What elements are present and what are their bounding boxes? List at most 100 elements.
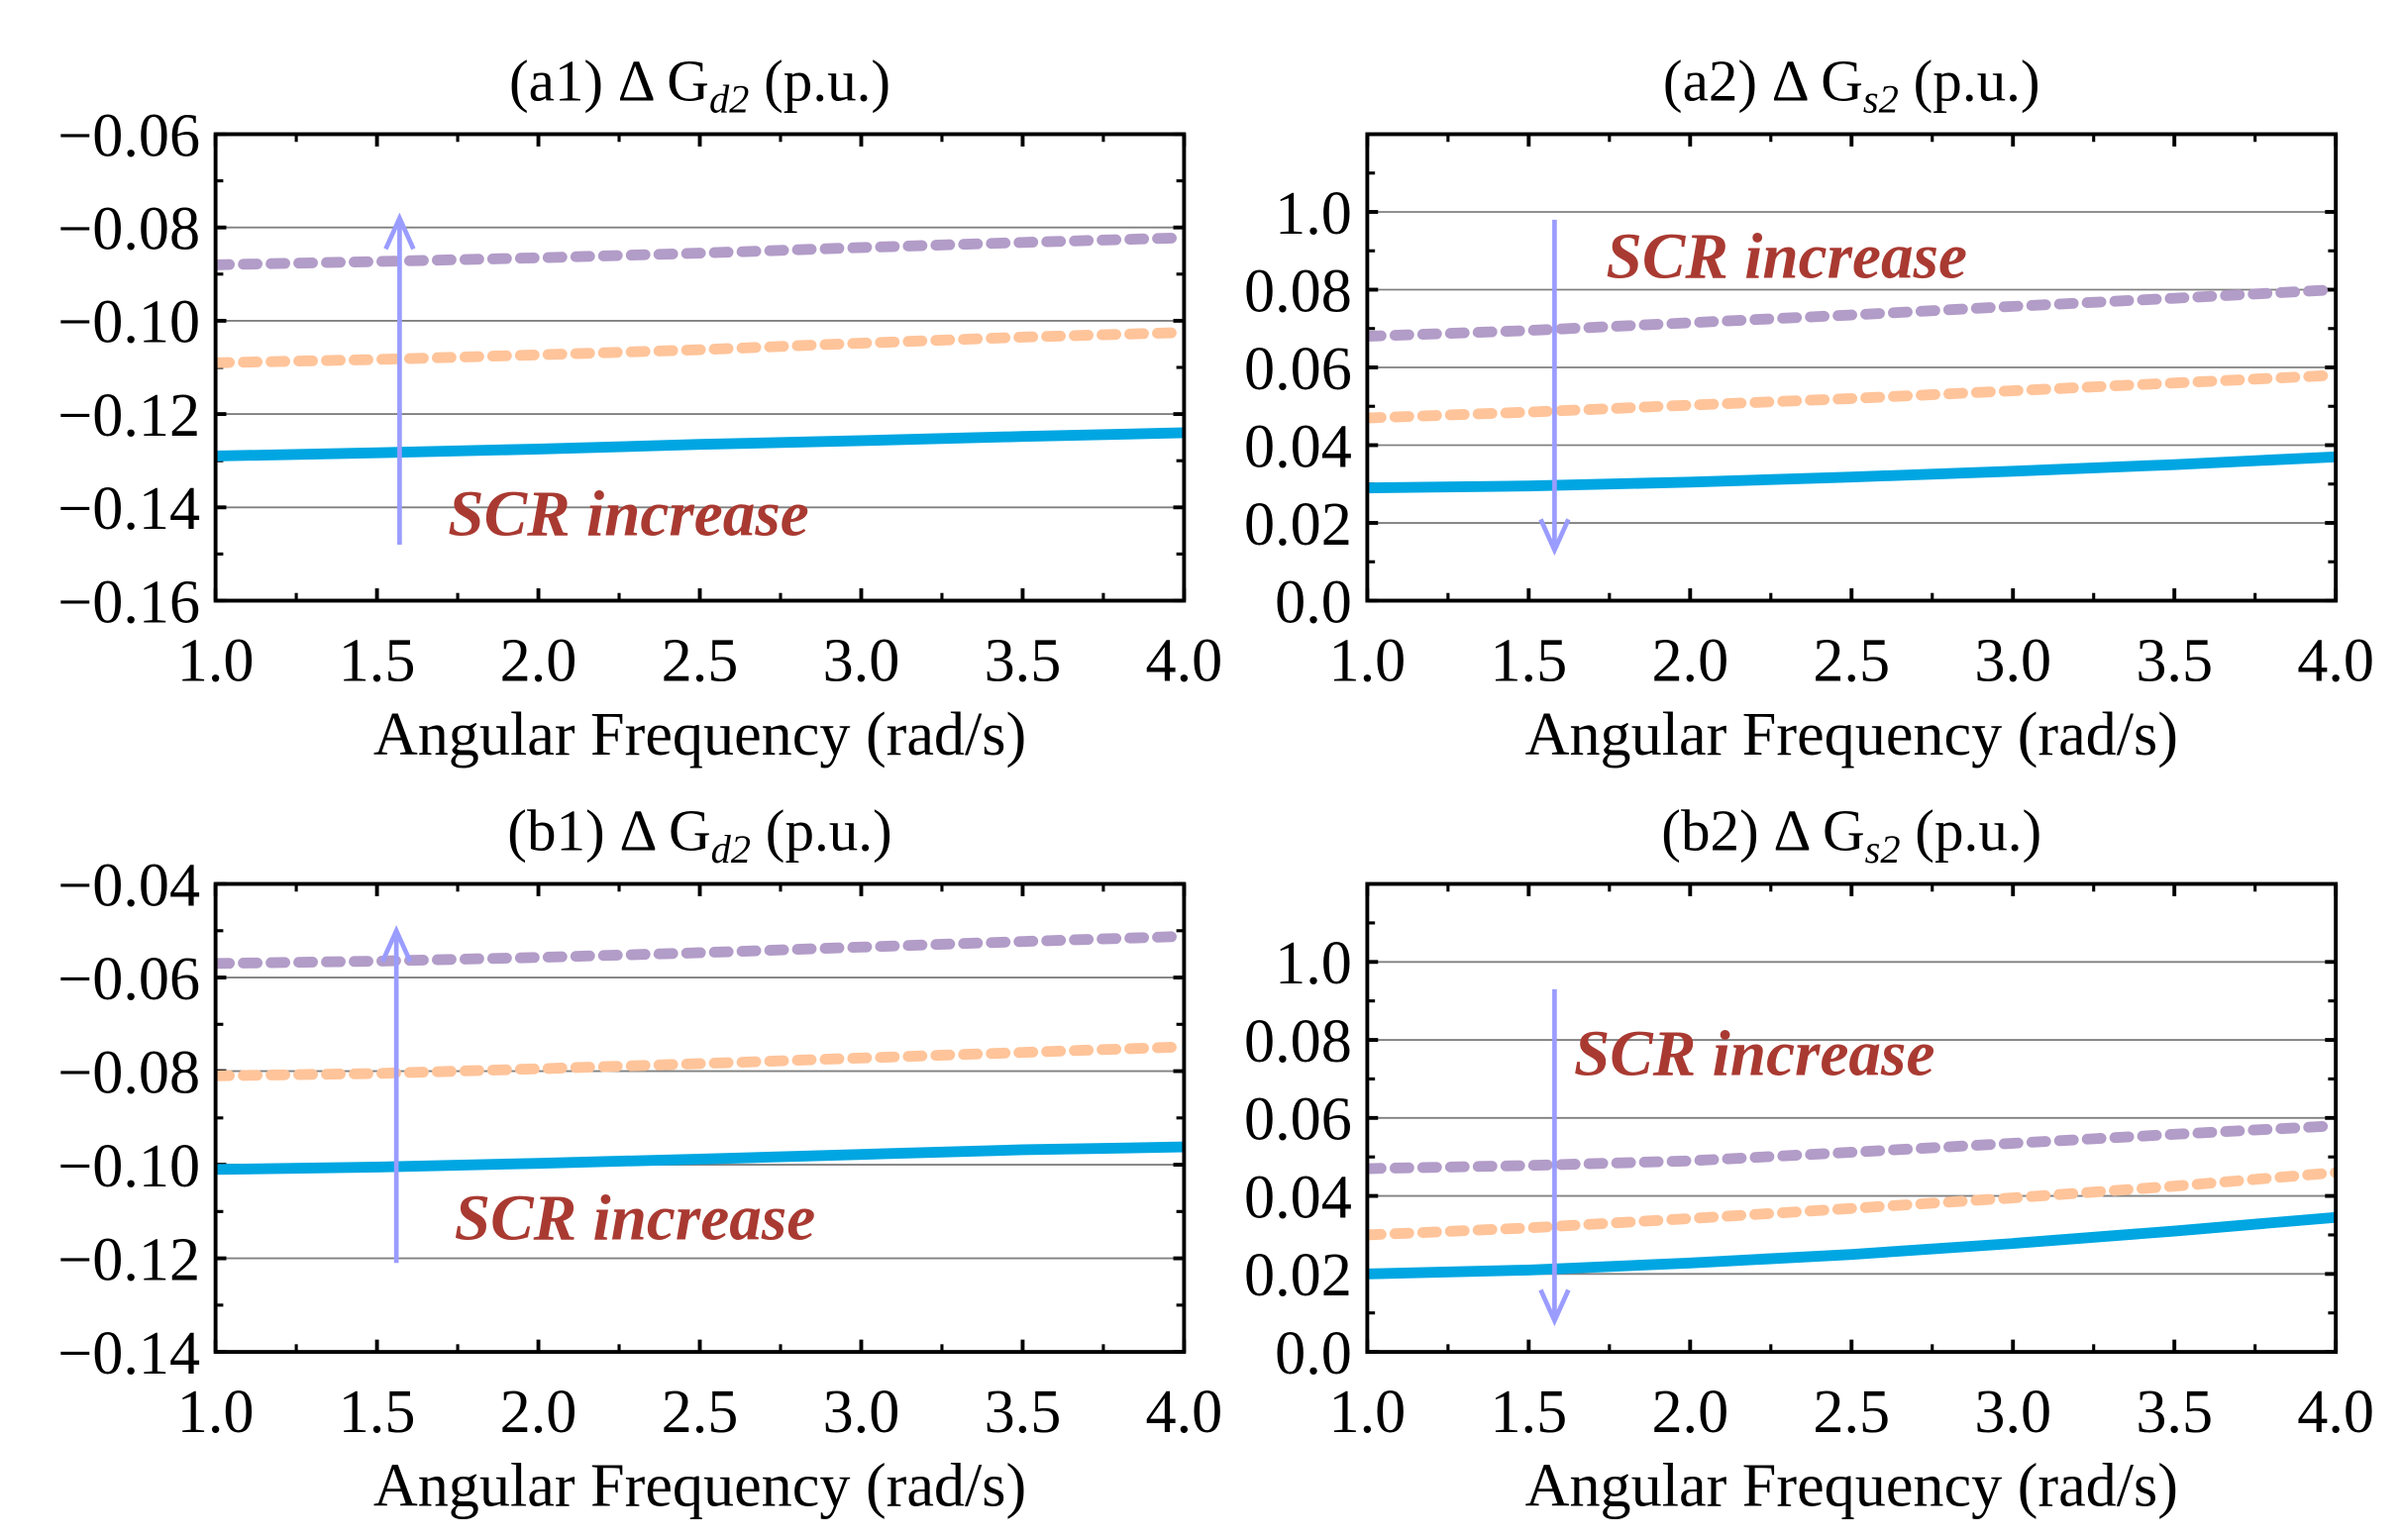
scr-arrow-head-icon — [383, 212, 416, 251]
series-line-purple — [1367, 1120, 2337, 1175]
panel-title: (a2) Δ Gs2 (p.u.) — [1663, 48, 2040, 121]
x-tick-label: 1.5 — [1490, 1379, 1567, 1446]
y-tick-label: 1.0 — [1275, 930, 1352, 997]
series-line-solid — [1367, 451, 2337, 494]
series-group — [1367, 1120, 2337, 1280]
y-tick-label: −0.06 — [57, 102, 200, 169]
x-tick-label: 3.0 — [823, 627, 900, 694]
x-tick-label: 1.0 — [177, 1379, 255, 1446]
series-line-solid — [215, 1141, 1185, 1176]
x-axis-label: Angular Frequency (rad/s) — [373, 701, 1026, 769]
y-tick-label: −0.04 — [57, 852, 200, 919]
title-label: (b1) — [507, 797, 619, 863]
panel-title: (b1) Δ Gd2 (p.u.) — [507, 797, 891, 871]
panel-title: (b2) Δ Gs2 (p.u.) — [1661, 797, 2041, 871]
x-tick-label: 2.0 — [500, 1379, 577, 1446]
y-tick-label: −0.14 — [57, 475, 200, 543]
plot-frame — [1365, 881, 2339, 1355]
series-line-solid — [1367, 1211, 2337, 1280]
series-line-orange — [215, 1041, 1185, 1081]
title-unit: (p.u.) — [1901, 797, 2042, 863]
series-line-purple — [1367, 284, 2337, 343]
y-tick-label: 1.0 — [1275, 180, 1352, 248]
plot-frame — [1365, 132, 2339, 603]
y-tick-label: 0.08 — [1244, 257, 1352, 325]
series-group — [1367, 284, 2337, 494]
y-tick-label: −0.14 — [57, 1320, 200, 1387]
title-unit: (p.u.) — [751, 797, 892, 863]
x-tick-label: 1.5 — [339, 627, 416, 694]
title-label: (b2) — [1661, 797, 1773, 863]
x-axis-label: Angular Frequency (rad/s) — [373, 1453, 1026, 1520]
x-tick-label: 1.5 — [339, 1379, 416, 1446]
y-tick-label: −0.08 — [57, 195, 200, 262]
plot-frame — [213, 881, 1187, 1355]
panel-title: (a1) Δ Gd2 (p.u.) — [509, 48, 890, 121]
scr-arrow-head-icon — [1538, 518, 1571, 557]
x-tick-label: 3.5 — [2136, 627, 2213, 694]
y-tick-label: 0.08 — [1244, 1008, 1352, 1076]
title-symbol: Δ G — [1772, 48, 1863, 113]
scr-annotation: SCR increase — [448, 479, 808, 551]
x-tick-label: 2.5 — [1813, 627, 1890, 694]
y-tick-label: 0.02 — [1244, 491, 1352, 559]
x-tick-label: 3.5 — [985, 1379, 1062, 1446]
x-tick-label: 3.0 — [823, 1379, 900, 1446]
x-tick-label: 4.0 — [2297, 1379, 2374, 1446]
panel-a1: −0.16 −0.14 −0.12 −0.10 −0.08 −0.06 1.0 1.5 2.0 2… — [57, 48, 1222, 769]
panel-a2: 0.0 0.02 0.04 0.06 0.08 1.0 1.0 1.5 2.0 2.5 3.0 3.5… — [1244, 48, 2374, 769]
title-symbol: Δ G — [619, 797, 710, 863]
title-subscript: s2 — [1863, 77, 1899, 122]
x-tick-label: 2.0 — [500, 627, 577, 694]
plot-frame — [213, 132, 1187, 603]
x-tick-label: 4.0 — [2297, 627, 2374, 694]
series-line-solid — [215, 427, 1185, 462]
title-subscript: s2 — [1865, 827, 1901, 872]
y-tick-label: 0.06 — [1244, 1086, 1352, 1154]
title-unit: (p.u.) — [749, 48, 890, 113]
series-line-orange — [1367, 1167, 2337, 1241]
scr-annotation: SCR increase — [455, 1183, 815, 1255]
x-tick-label: 4.0 — [1146, 1379, 1223, 1446]
x-tick-label: 4.0 — [1146, 627, 1223, 694]
x-tick-label: 2.5 — [1813, 1379, 1890, 1446]
title-subscript: d2 — [709, 77, 749, 122]
series-line-purple — [215, 931, 1185, 970]
series-group — [215, 931, 1185, 1176]
y-tick-label: 0.02 — [1244, 1242, 1352, 1309]
series-line-orange — [1367, 369, 2337, 424]
title-label: (a1) — [509, 48, 618, 113]
y-tick-label: −0.10 — [57, 289, 200, 357]
y-tick-label: −0.08 — [57, 1039, 200, 1106]
x-tick-label: 2.5 — [662, 1379, 739, 1446]
x-tick-label: 3.0 — [1974, 627, 2051, 694]
title-symbol: Δ G — [1773, 797, 1864, 863]
y-tick-label: −0.06 — [57, 946, 200, 1013]
y-tick-label: 0.0 — [1275, 568, 1352, 636]
x-tick-label: 1.0 — [177, 627, 255, 694]
x-tick-label: 3.5 — [2136, 1379, 2213, 1446]
x-tick-label: 1.0 — [1329, 1379, 1407, 1446]
title-subscript: d2 — [711, 827, 751, 872]
x-tick-label: 2.0 — [1651, 627, 1728, 694]
x-tick-label: 1.5 — [1490, 627, 1567, 694]
scr-annotation: SCR increase — [1607, 222, 1967, 293]
y-tick-label: −0.12 — [57, 1226, 200, 1293]
series-line-orange — [215, 327, 1185, 368]
x-tick-label: 2.5 — [662, 627, 739, 694]
scr-arrow-head-icon — [1538, 1288, 1571, 1327]
x-tick-label: 3.5 — [985, 627, 1062, 694]
title-symbol: Δ G — [618, 48, 709, 113]
y-tick-label: 0.04 — [1244, 1164, 1352, 1231]
y-tick-label: 0.06 — [1244, 336, 1352, 403]
panel-b1: −0.14 −0.12 −0.10 −0.08 −0.06 −0.04 1.0 1.5 2.0 2… — [57, 797, 1222, 1519]
series-line-purple — [215, 232, 1185, 270]
y-tick-label: 0.0 — [1275, 1320, 1352, 1387]
y-tick-label: −0.10 — [57, 1133, 200, 1200]
scr-annotation: SCR increase — [1574, 1018, 1934, 1089]
title-unit: (p.u.) — [1899, 48, 2040, 113]
x-tick-label: 2.0 — [1651, 1379, 1728, 1446]
series-group — [215, 232, 1185, 462]
scr-arrow-head-icon — [380, 925, 413, 963]
